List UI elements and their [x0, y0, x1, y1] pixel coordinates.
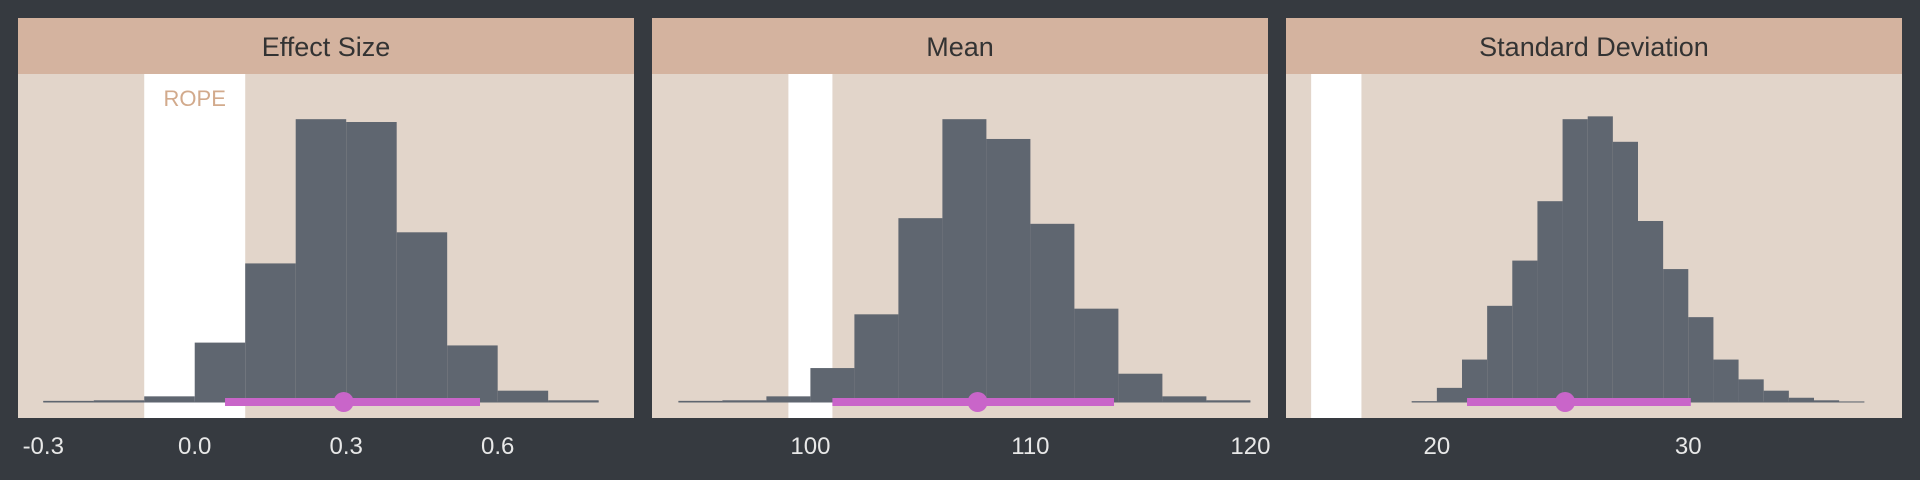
histogram-bar [898, 218, 943, 402]
histogram-bar [1839, 401, 1865, 403]
histogram-bar [144, 396, 195, 402]
histogram-bar [93, 400, 145, 402]
panel-title: Standard Deviation [1479, 32, 1709, 62]
histogram-bar [1738, 379, 1764, 402]
rope-label: ROPE [164, 86, 226, 111]
histogram-bar [1118, 373, 1163, 402]
histogram-bar [1587, 116, 1613, 402]
histogram-bar [1411, 401, 1437, 403]
histogram-bar [1512, 260, 1538, 402]
x-tick-label: 0.6 [481, 433, 514, 460]
panel-strip [18, 18, 634, 74]
histogram-bar [43, 400, 94, 402]
point-estimate-dot [1555, 392, 1576, 412]
x-tick-label: 100 [790, 433, 830, 460]
point-estimate-dot [967, 392, 988, 412]
histogram-bar [1206, 400, 1251, 402]
panel-2: Mean 100 110 120 [652, 18, 1270, 460]
histogram-bar [447, 345, 498, 402]
histogram-bar [1612, 141, 1638, 402]
panel-title: Effect Size [262, 32, 391, 62]
histogram-bar [1688, 317, 1714, 402]
panel-3: Standard Deviation 20 30 [1286, 18, 1902, 460]
x-tick-label: -0.3 [23, 433, 64, 460]
histogram-bar [1763, 390, 1789, 402]
rope-band [788, 74, 833, 418]
histogram-bar [1788, 397, 1814, 402]
histogram-bar [548, 400, 599, 402]
histogram-bar [678, 400, 723, 402]
x-tick-label: 20 [1424, 433, 1451, 460]
histogram-bar [986, 138, 1031, 402]
histogram-bar [1162, 396, 1207, 402]
histogram-bar [722, 400, 767, 402]
histogram-bar [295, 119, 347, 402]
panel-strip [652, 18, 1268, 74]
histogram-bar [1462, 359, 1488, 402]
panel-title: Mean [926, 32, 994, 62]
histogram-bar [396, 232, 448, 402]
rope-band [1311, 74, 1362, 418]
point-estimate-dot [333, 392, 354, 412]
histogram-bar [1074, 308, 1119, 402]
panel-1: ROPE Effect Size -0.3 0.0 0.3 0.6 [18, 18, 634, 460]
x-tick-label: 0.3 [330, 433, 363, 460]
histogram-bar [1030, 223, 1075, 402]
histogram-bar [346, 122, 397, 402]
x-tick-label: 0.0 [178, 433, 211, 460]
histogram-bar [497, 390, 549, 402]
panel-strip [1286, 18, 1902, 74]
histogram-bar [766, 396, 811, 402]
histogram-bar [1562, 119, 1588, 402]
x-tick-label: 110 [1011, 433, 1049, 460]
histogram-bar [1436, 387, 1462, 402]
x-tick-label: 120 [1230, 433, 1270, 460]
x-tick-label: 30 [1675, 433, 1702, 460]
histogram-bar [1663, 269, 1689, 402]
histogram-bar [1537, 201, 1563, 402]
histogram-bar [810, 368, 855, 402]
histogram-bar [942, 119, 987, 402]
histogram-bar [854, 314, 899, 402]
histogram-bar [1638, 220, 1664, 402]
histogram-bar [1487, 305, 1513, 402]
histogram-bar [245, 263, 296, 402]
histogram-bar [1713, 359, 1739, 402]
histogram-bar [194, 342, 246, 402]
histogram-bar [1814, 400, 1840, 402]
